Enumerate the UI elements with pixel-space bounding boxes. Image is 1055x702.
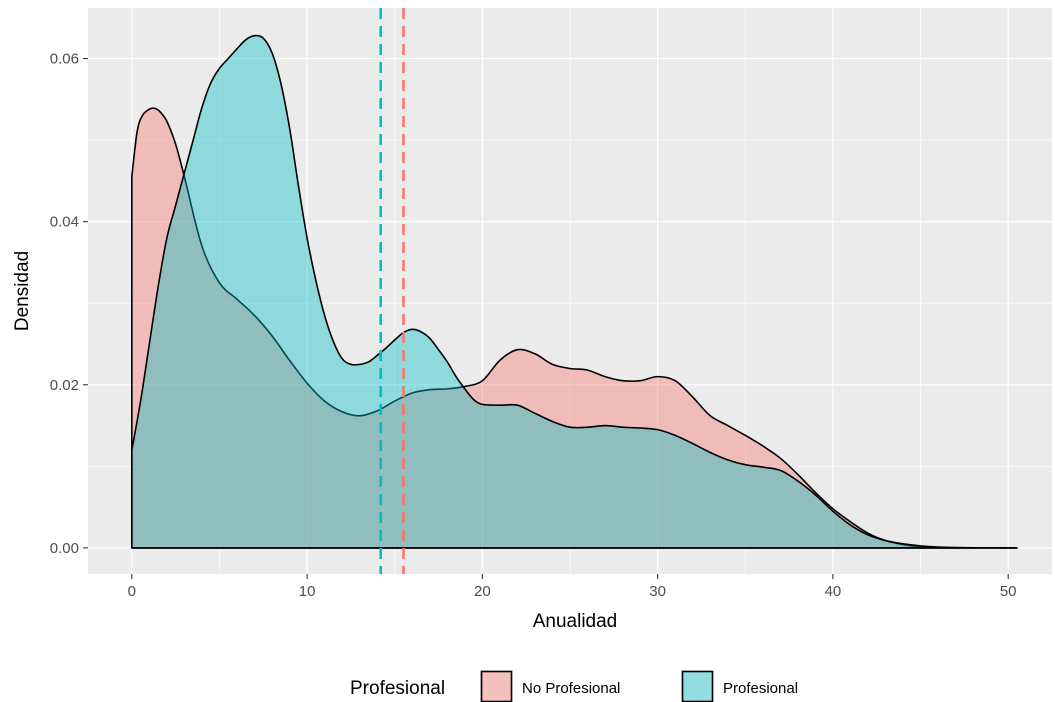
legend-key-bg	[681, 670, 714, 702]
y-axis: 0.00 0.02 0.04 0.06	[50, 51, 88, 557]
density-area-profesional	[131, 34, 1018, 549]
legend-items: No Profesional Profesional	[480, 670, 798, 702]
legend-item-no-profesional: No Profesional	[480, 670, 620, 702]
x-tick-label: 50	[1000, 583, 1017, 600]
density-area-no-profesional	[131, 107, 1018, 549]
x-tick-label: 40	[825, 583, 842, 600]
legend-label: Profesional	[723, 680, 798, 697]
density-areas	[131, 34, 1018, 549]
legend-key-bg	[480, 670, 513, 702]
x-tick-label: 20	[474, 583, 491, 600]
legend-item-profesional: Profesional	[681, 670, 798, 702]
legend-key-no-profesional	[480, 670, 513, 702]
x-tick-label: 30	[649, 583, 666, 600]
y-tick-label: 0.04	[50, 214, 79, 231]
mean-lines	[379, 8, 405, 574]
x-axis-title: Anualidad	[533, 611, 618, 632]
x-tick-label: 0	[128, 583, 136, 600]
y-tick-label: 0.00	[50, 540, 79, 557]
minor-gridlines	[88, 8, 1052, 574]
y-tick-label: 0.02	[50, 377, 79, 394]
y-tick-label: 0.06	[50, 51, 79, 68]
legend: Profesional No Profesional Profesional	[350, 670, 798, 702]
y-axis-title: Densidad	[12, 251, 33, 331]
x-tick-label: 10	[299, 583, 316, 600]
legend-key-profesional	[681, 670, 714, 702]
legend-title: Profesional	[350, 678, 445, 699]
x-axis: 0 10 20 30 40 50	[128, 574, 1017, 600]
legend-label: No Profesional	[522, 680, 620, 697]
